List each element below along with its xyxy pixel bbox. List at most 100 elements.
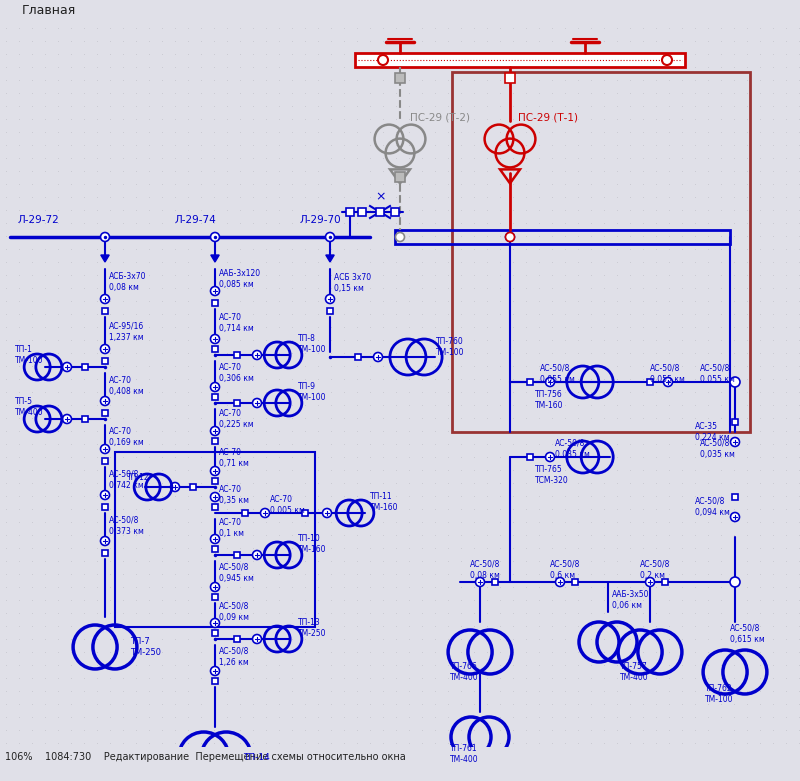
Bar <box>234 636 240 642</box>
Text: АС-50/8
0,055 км: АС-50/8 0,055 км <box>540 364 575 384</box>
Circle shape <box>210 287 219 295</box>
Polygon shape <box>326 255 334 262</box>
Bar <box>212 394 218 400</box>
Bar <box>212 546 218 552</box>
Text: 106%    1084:730    Редактирование  Перемещение схемы относительно окна: 106% 1084:730 Редактирование Перемещение… <box>5 752 406 762</box>
Bar <box>102 410 108 416</box>
Text: АС-70
0,1 км: АС-70 0,1 км <box>219 518 244 538</box>
Circle shape <box>261 508 270 518</box>
Circle shape <box>506 233 514 241</box>
Circle shape <box>210 583 219 591</box>
Circle shape <box>101 444 110 454</box>
Bar <box>527 454 533 460</box>
Bar <box>212 300 218 306</box>
Text: АС-70
0,35 км: АС-70 0,35 км <box>219 485 249 505</box>
Bar <box>346 208 354 216</box>
Text: ААБ-3х120
0,085 км: ААБ-3х120 0,085 км <box>219 269 261 289</box>
Text: АС-50/8
0,094 км: АС-50/8 0,094 км <box>695 497 730 517</box>
Bar <box>234 552 240 558</box>
Text: ТП-9
ТМ-100: ТП-9 ТМ-100 <box>298 382 326 402</box>
Bar <box>102 308 108 314</box>
Text: АС-50/8
0,035 км: АС-50/8 0,035 км <box>555 439 590 459</box>
Text: АС-50/8
0,742 км: АС-50/8 0,742 км <box>109 470 144 490</box>
Text: АС-70
0,71 км: АС-70 0,71 км <box>219 448 249 468</box>
Bar <box>395 172 405 182</box>
Text: ПС-29 (Т-2): ПС-29 (Т-2) <box>410 112 470 122</box>
Bar <box>527 379 533 385</box>
Circle shape <box>253 634 262 644</box>
Circle shape <box>253 551 262 559</box>
Circle shape <box>210 233 219 241</box>
Bar <box>102 550 108 556</box>
Bar <box>212 594 218 600</box>
Bar <box>212 346 218 352</box>
Circle shape <box>101 294 110 304</box>
Text: АС-95/16
1,237 км: АС-95/16 1,237 км <box>109 322 144 342</box>
Circle shape <box>253 351 262 359</box>
Circle shape <box>322 508 331 518</box>
Text: АС-50/8
0,615 км: АС-50/8 0,615 км <box>730 624 765 644</box>
Circle shape <box>253 398 262 408</box>
Circle shape <box>646 577 654 587</box>
Bar <box>102 358 108 364</box>
Text: ААБ-3х50
0,06 км: ААБ-3х50 0,06 км <box>612 590 650 610</box>
Text: Л-29-70: Л-29-70 <box>300 215 342 225</box>
Text: ТП-765
ТСМ-320: ТП-765 ТСМ-320 <box>535 465 569 485</box>
Text: Л-29-74: Л-29-74 <box>175 215 217 225</box>
Text: Л-29-72: Л-29-72 <box>18 215 60 225</box>
Bar <box>82 364 88 370</box>
Circle shape <box>210 466 219 476</box>
Bar <box>492 579 498 585</box>
Text: ТП-11
ТМ-160: ТП-11 ТМ-160 <box>370 492 398 512</box>
Bar <box>302 510 308 516</box>
Bar <box>212 478 218 484</box>
Bar <box>662 579 668 585</box>
Text: ТП-13
ТМ-250: ТП-13 ТМ-250 <box>298 618 326 638</box>
Circle shape <box>101 344 110 354</box>
Circle shape <box>210 334 219 344</box>
Circle shape <box>506 233 514 241</box>
Circle shape <box>374 352 382 362</box>
Text: АС-70
0,005 км: АС-70 0,005 км <box>270 495 305 515</box>
Text: ТП-757
ТМ-400: ТП-757 ТМ-400 <box>620 662 649 682</box>
Bar <box>732 494 738 500</box>
Bar <box>234 400 240 406</box>
Bar <box>242 510 248 516</box>
Text: АС-50/8
0,035 км: АС-50/8 0,035 км <box>700 439 735 459</box>
Text: ТП-760
ТМ-100: ТП-760 ТМ-100 <box>436 337 465 357</box>
Bar <box>190 484 196 490</box>
Circle shape <box>101 233 110 241</box>
Circle shape <box>546 452 554 462</box>
Circle shape <box>210 534 219 544</box>
Text: Главная: Главная <box>22 5 76 17</box>
Circle shape <box>475 577 485 587</box>
Polygon shape <box>101 255 109 262</box>
Bar <box>395 230 730 244</box>
Bar <box>572 579 578 585</box>
Circle shape <box>170 483 179 491</box>
Bar <box>376 208 384 216</box>
Polygon shape <box>211 255 219 262</box>
Circle shape <box>62 415 71 423</box>
Text: АС-50/8
0,373 км: АС-50/8 0,373 км <box>109 516 144 536</box>
Bar <box>732 419 738 425</box>
Bar <box>102 504 108 510</box>
Text: ТП-5
ТМ-400: ТП-5 ТМ-400 <box>15 397 44 417</box>
Text: ПС-29 (Т-1): ПС-29 (Т-1) <box>518 112 578 122</box>
Circle shape <box>326 233 334 241</box>
Bar <box>212 438 218 444</box>
Text: АС-50/8
1,26 км: АС-50/8 1,26 км <box>219 647 250 667</box>
Circle shape <box>101 490 110 500</box>
Text: АС-70
0,714 км: АС-70 0,714 км <box>219 313 254 333</box>
Text: АС-50/8
0,09 км: АС-50/8 0,09 км <box>219 602 250 622</box>
Text: ТП-766
ТМ-400: ТП-766 ТМ-400 <box>450 662 478 682</box>
Bar <box>212 678 218 684</box>
Text: АС-35
0,224 км: АС-35 0,224 км <box>695 422 730 442</box>
Text: ТП-7
ТМ-250: ТП-7 ТМ-250 <box>130 637 161 657</box>
Circle shape <box>101 397 110 405</box>
Text: АС-50/8
0,055 км: АС-50/8 0,055 км <box>700 364 735 384</box>
Circle shape <box>395 233 405 241</box>
Text: ТП-756
ТМ-160: ТП-756 ТМ-160 <box>535 390 563 410</box>
Text: ТП-10
ТМ-160: ТП-10 ТМ-160 <box>298 534 326 554</box>
Circle shape <box>101 537 110 545</box>
